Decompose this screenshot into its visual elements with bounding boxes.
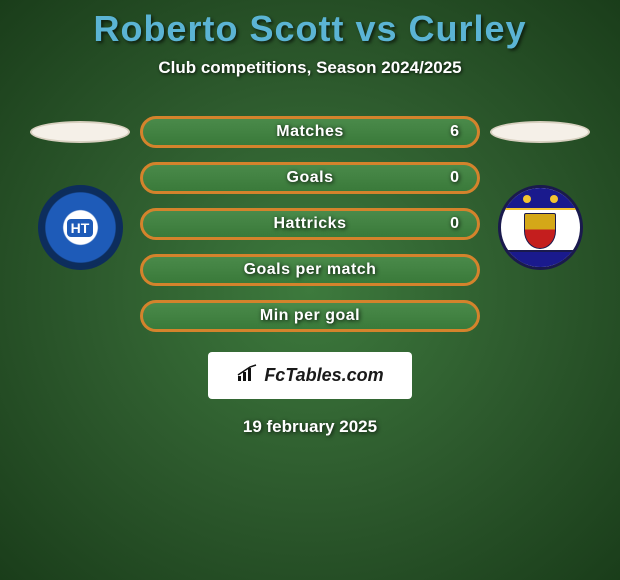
comparison-card: Roberto Scott vs Curley Club competition… <box>0 0 620 437</box>
stat-label: Goals per match <box>244 261 377 279</box>
player-left-placeholder <box>30 121 130 143</box>
chart-icon <box>236 364 258 387</box>
stat-bar-hattricks: Hattricks 0 <box>140 208 480 240</box>
club-crest-right <box>498 185 583 270</box>
stat-value-right: 0 <box>450 169 459 187</box>
date: 19 february 2025 <box>243 417 377 437</box>
stat-value-right: 6 <box>450 123 459 141</box>
club-crest-left <box>38 185 123 270</box>
page-title: Roberto Scott vs Curley <box>93 8 526 50</box>
stats-column: Matches 6 Goals 0 Hattricks 0 Goals per … <box>140 116 480 332</box>
stat-bar-goals-per-match: Goals per match <box>140 254 480 286</box>
stat-bar-min-per-goal: Min per goal <box>140 300 480 332</box>
stat-label: Min per goal <box>260 307 360 325</box>
stat-label: Matches <box>276 123 344 141</box>
stat-bar-goals: Goals 0 <box>140 162 480 194</box>
stat-label: Hattricks <box>274 215 347 233</box>
left-column <box>20 116 140 270</box>
watermark: FcTables.com <box>208 352 411 399</box>
right-column <box>480 116 600 270</box>
main-area: Matches 6 Goals 0 Hattricks 0 Goals per … <box>0 116 620 332</box>
stat-label: Goals <box>287 169 334 187</box>
stat-bar-matches: Matches 6 <box>140 116 480 148</box>
watermark-text: FcTables.com <box>264 365 383 386</box>
stat-value-right: 0 <box>450 215 459 233</box>
player-right-placeholder <box>490 121 590 143</box>
subtitle: Club competitions, Season 2024/2025 <box>158 58 461 78</box>
